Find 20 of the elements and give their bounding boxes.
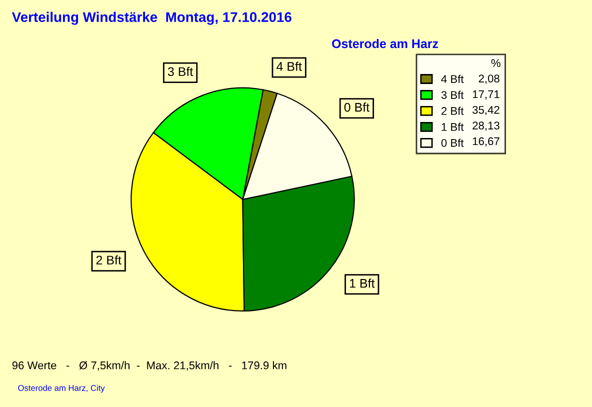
chart-subtitle: Osterode am Harz (332, 38, 438, 48)
slice-label: 4 Bft (276, 62, 302, 71)
text: 96 Werte - Ø 7,5km/h - Max. 21,5km/h - 179.9 km (12, 361, 286, 371)
data-label: 35,42 (472, 106, 500, 116)
slice-label: 0 Bft (344, 102, 370, 112)
legend-label: 2 Bft (441, 106, 464, 115)
text: Osterode am Harz, City (18, 384, 105, 393)
slice-label: 2 Bft (96, 255, 122, 265)
legend-label: 3 Bft (441, 90, 464, 99)
legend-title: % (491, 59, 500, 67)
legend-label: 1 Bft (442, 122, 464, 131)
slice-label: 3 Bft (168, 66, 194, 76)
slice-label: 1 Bft (350, 278, 375, 288)
data-label: 2,08 (478, 74, 500, 84)
chart-title: Verteilung Windstärke Montag, 17.10.2016 (12, 12, 292, 25)
data-label: 17,71 (472, 90, 500, 100)
data-label: 28,13 (472, 122, 500, 131)
data-label: 16,67 (472, 137, 500, 146)
legend-label: 4 Bft (441, 74, 464, 83)
legend-label: 0 Bft (441, 138, 464, 147)
